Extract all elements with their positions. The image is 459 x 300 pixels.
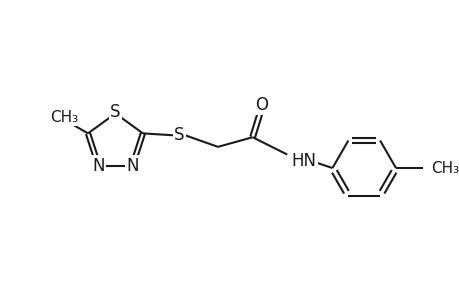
Text: O: O — [254, 95, 267, 113]
Text: S: S — [110, 103, 120, 122]
Text: CH₃: CH₃ — [50, 110, 78, 124]
Text: N: N — [92, 157, 105, 175]
Text: N: N — [126, 157, 138, 175]
Text: HN: HN — [291, 152, 315, 170]
Text: S: S — [174, 126, 185, 144]
Text: CH₃: CH₃ — [430, 160, 458, 175]
